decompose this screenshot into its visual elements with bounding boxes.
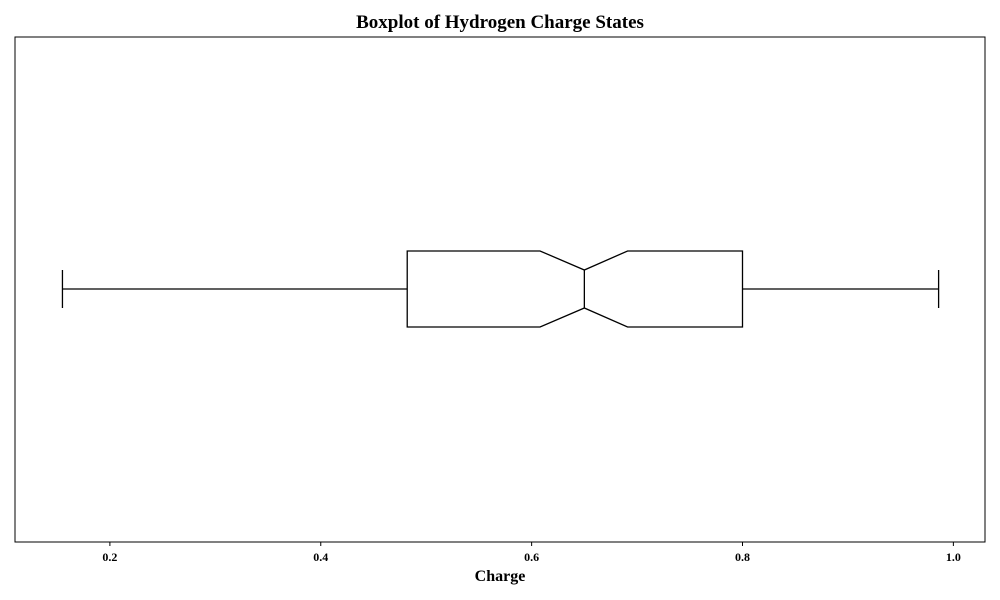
x-tick-label: 0.4 [313, 550, 328, 564]
plot-area-frame [14, 36, 986, 543]
chart-title: Boxplot of Hydrogen Charge States [356, 12, 644, 33]
x-tick-label: 1.0 [946, 550, 961, 564]
x-tick-label: 0.2 [102, 550, 117, 564]
box-group [61, 250, 940, 328]
x-tick-label: 0.8 [735, 550, 750, 564]
x-tick-label: 0.6 [524, 550, 539, 564]
x-axis-label: Charge [475, 568, 526, 585]
notched-box [406, 250, 744, 328]
x-axis-ticks: 0.2 0.4 0.6 0.8 1.0 [102, 542, 961, 564]
